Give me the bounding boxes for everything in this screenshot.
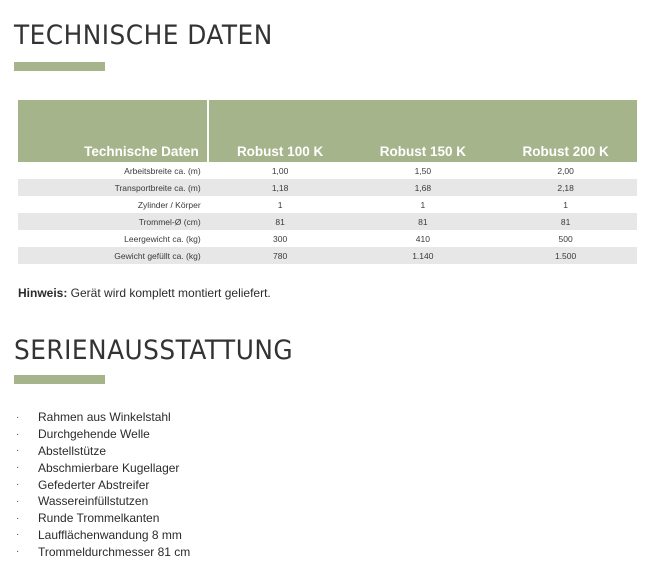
- section-title-standard-equipment: SERIENAUSSTATTUNG: [14, 335, 294, 366]
- table-row: Transportbreite ca. (m) 1,18 1,68 2,18: [18, 179, 637, 196]
- row-value: 410: [415, 233, 430, 244]
- list-item: · Abschmierbare Kugellager: [16, 459, 190, 476]
- list-item: · Trommeldurchmesser 81 cm: [16, 543, 190, 560]
- row-value: 1,00: [271, 165, 289, 176]
- hint-label: Hinweis:: [18, 286, 68, 300]
- row-value: 1: [563, 199, 568, 210]
- table-row: Leergewicht ca. (kg) 300 410 500: [18, 230, 637, 247]
- row-value: 1,50: [414, 165, 432, 176]
- table-header-cell: Technische Daten: [18, 100, 209, 162]
- title-underline-bar: [14, 62, 105, 71]
- list-item: · Durchgehende Welle: [16, 426, 190, 443]
- list-item: · Gefederter Abstreifer: [16, 476, 190, 493]
- row-value: 81: [418, 216, 428, 227]
- row-label: Arbeitsbreite ca. (m): [124, 165, 201, 176]
- table-header-cell: Robust 100 K: [236, 144, 324, 159]
- list-item: · Laufflächenwandung 8 mm: [16, 527, 190, 544]
- row-label: Trommel-Ø (cm): [138, 216, 201, 227]
- list-item-text: Runde Trommelkanten: [38, 511, 160, 526]
- bullet-icon: ·: [16, 462, 20, 474]
- bullet-icon: ·: [16, 428, 20, 440]
- list-item: · Abstellstütze: [16, 443, 190, 460]
- table-header: Technische Daten Robust 100 K Robust 150…: [18, 100, 637, 162]
- row-value: 1,18: [271, 182, 289, 193]
- row-value: 2,18: [557, 182, 574, 193]
- technical-data-table: Technische Daten Robust 100 K Robust 150…: [18, 100, 637, 264]
- table-row: Zylinder / Körper 1 1 1: [18, 196, 637, 213]
- row-value: 300: [272, 233, 288, 244]
- list-item-text: Laufflächenwandung 8 mm: [38, 527, 182, 542]
- hint-text: Gerät wird komplett montiert geliefert.: [67, 286, 271, 300]
- list-item: · Runde Trommelkanten: [16, 510, 190, 527]
- list-item-text: Durchgehende Welle: [38, 427, 150, 442]
- table-header-cell: Robust 200 K: [522, 144, 609, 159]
- row-value: 1: [420, 199, 426, 210]
- hint-note: Hinweis: Gerät wird komplett montiert ge…: [18, 286, 271, 300]
- list-item: · Wassereinfüllstutzen: [16, 493, 190, 510]
- row-value: 81: [275, 216, 285, 227]
- list-item-text: Trommeldurchmesser 81 cm: [38, 544, 191, 559]
- row-label: Zylinder / Körper: [137, 199, 201, 210]
- list-item-text: Rahmen aus Winkelstahl: [38, 410, 171, 425]
- list-item-text: Abschmierbare Kugellager: [38, 460, 180, 475]
- list-item-text: Wassereinfüllstutzen: [38, 494, 149, 509]
- row-label: Transportbreite ca. (m): [114, 182, 201, 193]
- bullet-icon: ·: [16, 445, 20, 457]
- row-value: 1: [277, 199, 283, 210]
- row-value: 780: [272, 250, 288, 261]
- list-item-text: Gefederter Abstreifer: [38, 477, 150, 492]
- bullet-icon: ·: [16, 546, 20, 558]
- bullet-icon: ·: [16, 495, 20, 507]
- table-body: Arbeitsbreite ca. (m) 1,00 1,50 2,00 Transpo…: [18, 162, 637, 264]
- table-row: Arbeitsbreite ca. (m) 1,00 1,50 2,00: [18, 162, 637, 179]
- row-value: 1.500: [554, 250, 577, 261]
- section-title-technical-data: TECHNISCHE DATEN: [14, 20, 273, 51]
- table-header-cell: Robust 150 K: [379, 144, 466, 159]
- row-label: Leergewicht ca. (kg): [124, 233, 201, 244]
- bullet-icon: ·: [16, 411, 20, 423]
- table-row: Trommel-Ø (cm) 81 81 81: [18, 213, 637, 230]
- row-value: 1,68: [414, 182, 432, 193]
- table-row: Gewicht gefüllt ca. (kg) 780 1.140 1.500: [18, 247, 637, 264]
- row-value: 2,00: [557, 165, 574, 176]
- list-item: · Rahmen aus Winkelstahl: [16, 409, 190, 426]
- list-item-text: Abstellstütze: [38, 443, 107, 458]
- row-value: 81: [560, 216, 571, 227]
- row-value: 500: [558, 233, 573, 244]
- bullet-icon: ·: [16, 479, 20, 491]
- row-label: Gewicht gefüllt ca. (kg): [114, 250, 201, 261]
- bullet-icon: ·: [16, 529, 20, 541]
- title-underline-bar: [14, 375, 105, 384]
- bullet-icon: ·: [16, 512, 20, 524]
- row-value: 1.140: [412, 250, 434, 261]
- feature-list: · Rahmen aus Winkelstahl · Durchgehende Wel…: [16, 409, 190, 560]
